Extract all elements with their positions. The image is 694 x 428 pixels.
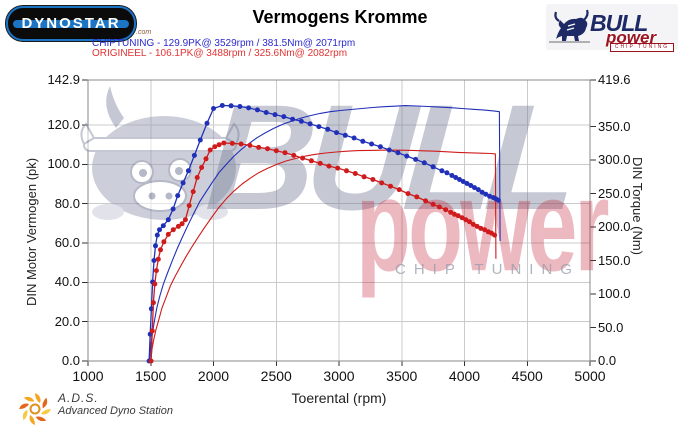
legend-chiptuning: CHIPTUNING - 129.9PK@ 3529rpm / 381.5Nm@… (92, 38, 356, 49)
dynostar-com-suffix: .com (136, 29, 152, 36)
bullpower-power-text: power (606, 28, 657, 47)
y-axis-right-title: DIN Torque (Nm) (630, 157, 645, 256)
y-axis-left-title: DIN Motor Vermogen (pk) (24, 157, 39, 306)
legend-origineel: ORIGINEEL - 106.1PK@ 3488rpm / 325.6Nm@ … (92, 48, 348, 59)
bullpower-bull-text: BULL (590, 10, 648, 36)
bullpower-logo: BULL power CHIP TUNING (546, 4, 678, 52)
ads-full-name: Advanced Dyno Station (58, 405, 173, 417)
bullpower-chiptuning-text: CHIP TUNING (610, 43, 674, 52)
dynostar-logo: DYNOSTAR (6, 6, 136, 41)
page-title: Vermogens Kromme (252, 7, 428, 27)
dynostar-stripe (13, 19, 129, 28)
x-axis-title: Toerental (rpm) (291, 390, 387, 406)
dynostar-wordmark: DYNOSTAR (21, 15, 121, 32)
bull-silhouette-icon (549, 9, 590, 43)
ads-abbreviation: A.D.S. (58, 391, 99, 405)
ads-swirl-icon (19, 393, 51, 425)
